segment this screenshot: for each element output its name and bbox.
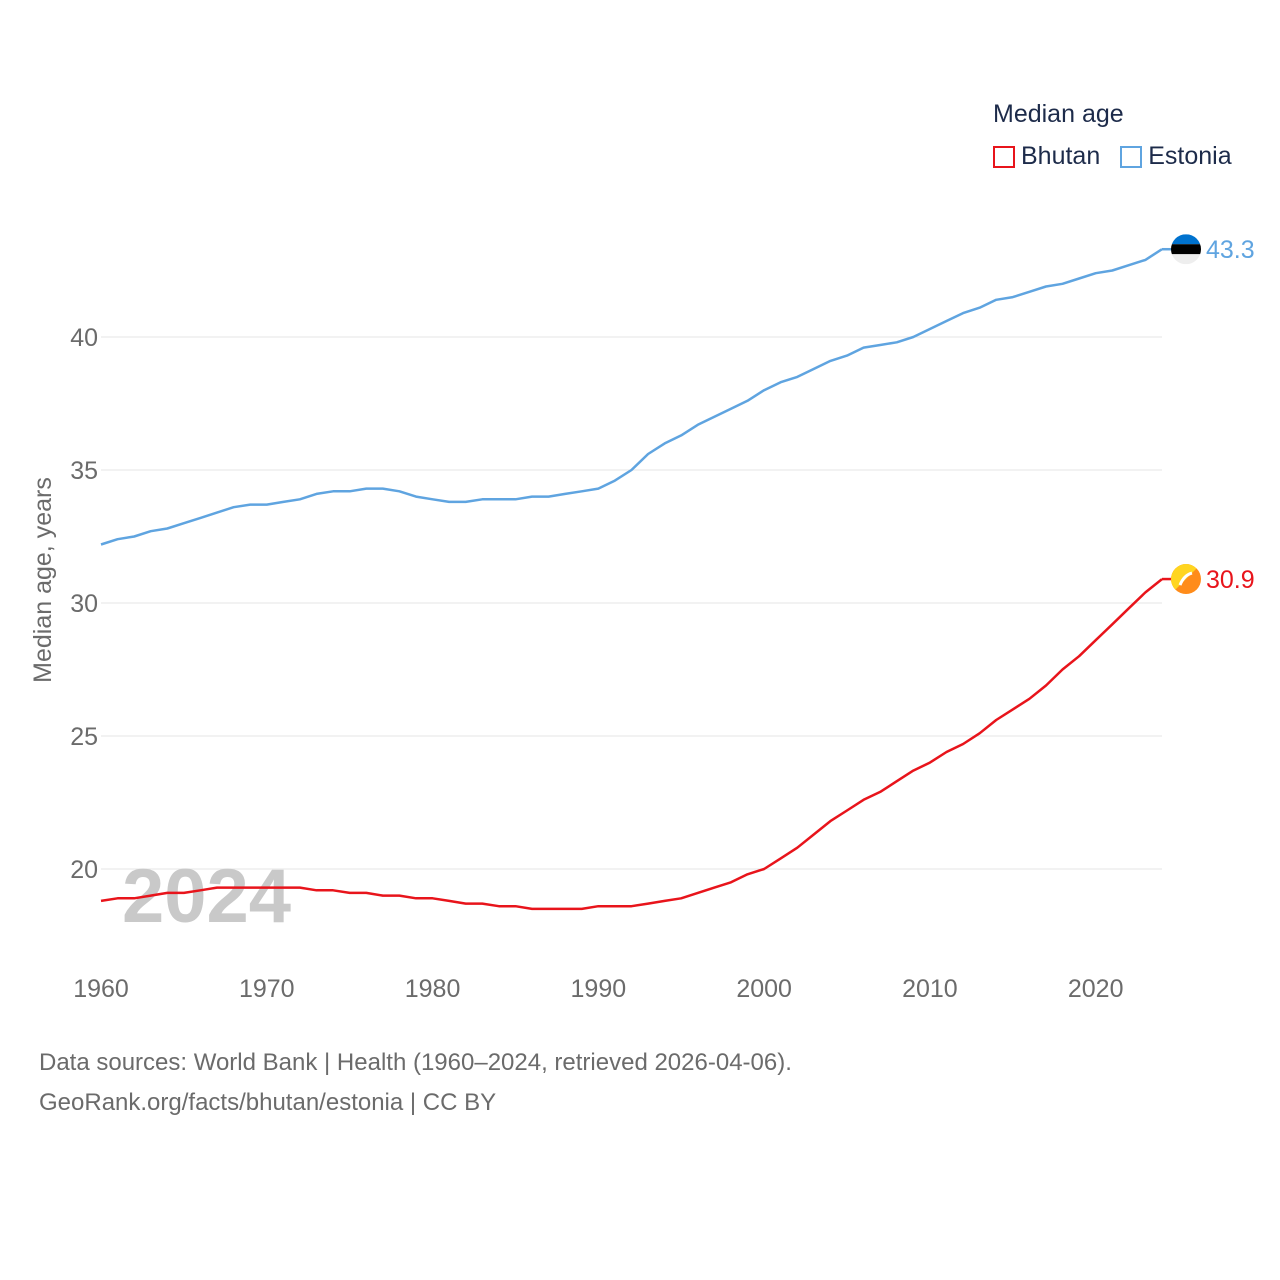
x-tick-label-2000: 2000	[736, 975, 792, 1003]
series-line-estonia	[100, 248, 1163, 546]
y-tick-label-25: 25	[70, 723, 98, 751]
legend-swatch-estonia	[1120, 145, 1143, 168]
y-tick-label-20: 20	[70, 856, 98, 884]
y-axis-ticks: 20 25 30 35 40	[70, 324, 98, 884]
series-lines	[100, 247, 1172, 911]
x-tick-label-2020: 2020	[1068, 975, 1124, 1003]
flag-icon-bhutan	[1171, 564, 1201, 595]
end-markers: 30.9 43.3	[1171, 234, 1255, 595]
source-line-2[interactable]: GeoRank.org/facts/bhutan/estonia | CC BY	[39, 1089, 497, 1116]
legend-item-estonia[interactable]: Estonia	[1120, 142, 1232, 171]
series-line-bhutan	[100, 578, 1163, 911]
y-tick-label-35: 35	[70, 457, 98, 485]
legend: Bhutan Estonia	[993, 142, 1252, 171]
legend-swatch-bhutan	[993, 145, 1015, 168]
y-axis-label: Median age, years	[29, 477, 57, 683]
x-tick-label-1990: 1990	[571, 975, 627, 1003]
legend-label-estonia: Estonia	[1148, 142, 1232, 170]
flag-icon-estonia	[1171, 234, 1201, 265]
source-line-1: Data sources: World Bank | Health (1960–…	[39, 1049, 792, 1076]
x-tick-label-2010: 2010	[902, 975, 958, 1003]
gridlines	[101, 336, 1162, 870]
y-tick-label-30: 30	[70, 590, 98, 618]
x-tick-label-1970: 1970	[239, 975, 295, 1003]
source-note: Data sources: World Bank | Health (1960–…	[39, 1043, 792, 1123]
legend-label-bhutan: Bhutan	[1021, 142, 1101, 170]
x-axis-ticks: 1960 1970 1980 1990 2000 2010 2020	[73, 975, 1123, 1003]
end-label-bhutan: 30.9	[1206, 566, 1255, 594]
x-tick-label-1980: 1980	[405, 975, 461, 1003]
x-tick-label-1960: 1960	[73, 975, 129, 1003]
legend-title: Median age	[993, 100, 1124, 128]
y-tick-label-40: 40	[70, 324, 98, 352]
end-label-estonia: 43.3	[1206, 236, 1255, 264]
legend-item-bhutan[interactable]: Bhutan	[993, 142, 1100, 171]
